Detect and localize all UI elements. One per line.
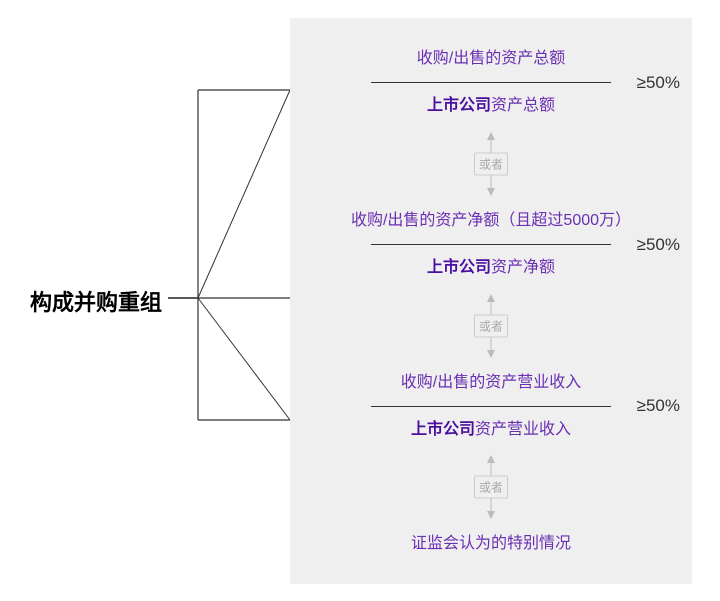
branch-diagonals [168, 60, 298, 540]
criterion-2-threshold: ≥50% [637, 235, 680, 255]
criterion-3-denominator: 上市公司资产营业收入 [290, 419, 692, 441]
criterion-1-denom-rest: 资产总额 [491, 97, 555, 114]
or-connector-1: 或者 [290, 132, 692, 196]
criterion-3-denom-rest: 资产营业收入 [475, 421, 571, 438]
criterion-2-denom-rest: 资产净额 [491, 259, 555, 276]
root-label: 构成并购重组 [30, 285, 162, 317]
criterion-1-line [371, 82, 611, 83]
criterion-1-numerator: 收购/出售的资产总额 [290, 48, 692, 70]
or-label-2: 或者 [474, 314, 508, 337]
branch-lines [168, 60, 298, 540]
criterion-2-denom-bold: 上市公司 [427, 259, 491, 276]
criterion-3-threshold: ≥50% [637, 396, 680, 416]
criterion-2-numerator: 收购/出售的资产净额（且超过5000万） [290, 210, 692, 232]
criterion-1-denominator: 上市公司资产总额 [290, 95, 692, 117]
criterion-3-numerator: 收购/出售的资产营业收入 [290, 372, 692, 394]
criterion-2-denominator: 上市公司资产净额 [290, 257, 692, 279]
criterion-2: 收购/出售的资产净额（且超过5000万） 上市公司资产净额 ≥50% [290, 210, 692, 280]
criterion-3-line [371, 406, 611, 407]
criterion-3-denom-bold: 上市公司 [411, 421, 475, 438]
or-label-3: 或者 [474, 476, 508, 499]
criterion-1: 收购/出售的资产总额 上市公司资产总额 ≥50% [290, 48, 692, 118]
special-case: 证监会认为的特别情况 [290, 533, 692, 555]
criterion-2-line [371, 244, 611, 245]
criterion-3: 收购/出售的资产营业收入 上市公司资产营业收入 ≥50% [290, 372, 692, 442]
criteria-panel: 收购/出售的资产总额 上市公司资产总额 ≥50% 或者 收购/出售的资产净额（且… [290, 18, 692, 584]
or-label-1: 或者 [474, 152, 508, 175]
or-connector-3: 或者 [290, 455, 692, 519]
criterion-1-denom-bold: 上市公司 [427, 97, 491, 114]
criterion-1-threshold: ≥50% [637, 73, 680, 93]
or-connector-2: 或者 [290, 294, 692, 358]
